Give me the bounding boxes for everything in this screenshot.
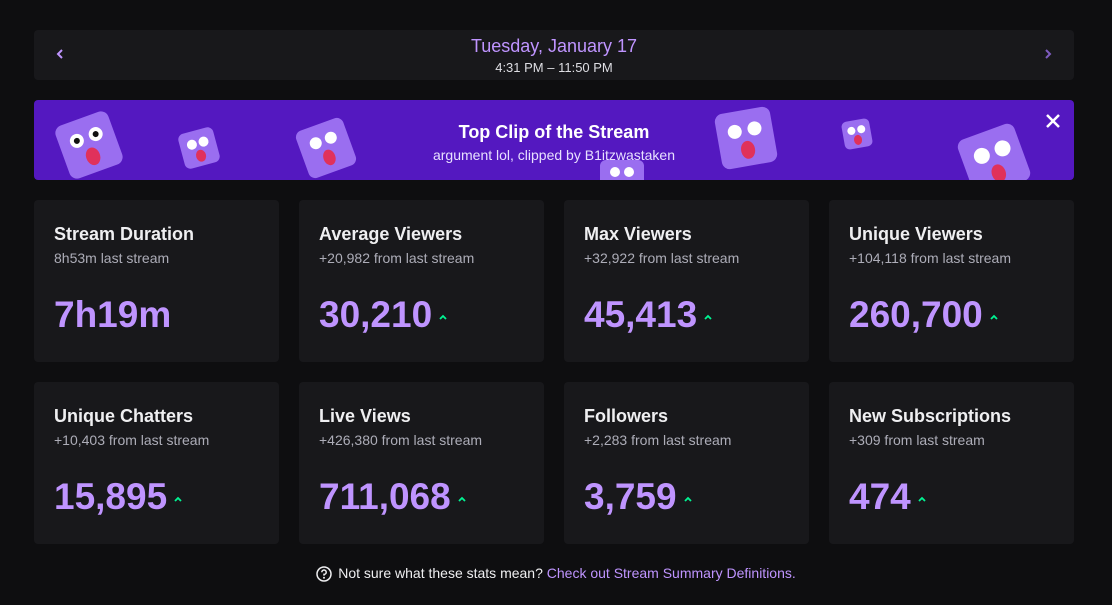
stat-title: Live Views xyxy=(319,406,411,426)
stat-comparison: +32,922 from last stream xyxy=(584,250,740,266)
stat-card: Max Viewers +32,922 from last stream 45,41… xyxy=(564,200,809,362)
stat-comparison: +104,118 from last stream xyxy=(849,250,1011,266)
top-clip-banner[interactable]: Top Clip of the Stream argument lol, cli… xyxy=(34,100,1074,180)
stat-title: Max Viewers xyxy=(584,224,692,244)
trend-arrow xyxy=(704,314,712,320)
stat-value: 45,413 xyxy=(584,294,698,335)
stat-comparison: +2,283 from last stream xyxy=(584,432,732,448)
trend-up-icon xyxy=(990,314,998,320)
stat-card: New Subscriptions +309 from last stream 47… xyxy=(829,382,1074,544)
stat-value-row: 30,210 xyxy=(319,294,448,336)
trend-up-icon xyxy=(918,496,926,502)
stat-comparison: +20,982 from last stream xyxy=(319,250,475,266)
stat-title: New Subscriptions xyxy=(849,406,1012,426)
stat-comparison: +426,380 from last stream xyxy=(319,432,483,448)
banner-subtitle: argument lol, clipped by B1itzwastaken xyxy=(432,147,676,163)
trend-arrow xyxy=(990,314,998,320)
stat-card: Unique Chatters +10,403 from last stream 1… xyxy=(34,382,279,544)
stat-title: Stream Duration xyxy=(54,224,195,244)
stat-value-row: 45,413 xyxy=(584,294,713,336)
trend-arrow xyxy=(439,314,447,320)
stat-card: Stream Duration 8h53m last stream 7h19m xyxy=(34,200,279,362)
stat-value-row: 711,068 xyxy=(319,476,467,518)
trend-arrow xyxy=(458,496,466,502)
stat-value: 15,895 xyxy=(54,476,168,517)
stat-card: Unique Viewers +104,118 from last stream 2… xyxy=(829,200,1074,362)
stat-title: Unique Chatters xyxy=(54,406,194,426)
trend-up-icon xyxy=(458,496,466,502)
stat-value-row: 3,759 xyxy=(584,476,693,518)
stat-value: 3,759 xyxy=(584,476,677,517)
stat-value: 711,068 xyxy=(319,476,451,517)
banner-title: Top Clip of the Stream xyxy=(458,122,650,142)
close-button[interactable] xyxy=(1042,110,1064,132)
help-icon xyxy=(316,566,332,582)
trend-up-icon xyxy=(439,314,447,320)
stat-title: Unique Viewers xyxy=(849,224,983,244)
stat-value-row: 260,700 xyxy=(849,294,999,336)
definitions-link[interactable]: Check out Stream Summary Definitions. xyxy=(546,565,796,581)
stat-title: Followers xyxy=(584,406,669,426)
stat-card: Average Viewers +20,982 from last stream 3… xyxy=(299,200,544,362)
next-button[interactable] xyxy=(1040,46,1056,62)
help-question: Not sure what these stats mean? xyxy=(338,565,543,581)
stat-comparison: +10,403 from last stream xyxy=(54,432,210,448)
stat-value-row: 15,895 xyxy=(54,476,183,518)
stat-value-row: 474 xyxy=(849,476,927,518)
stat-value-row: 7h19m xyxy=(54,294,171,336)
stat-card: Live Views +426,380 from last stream 711,0… xyxy=(299,382,544,544)
stat-value: 7h19m xyxy=(54,294,172,335)
previous-button[interactable] xyxy=(52,46,68,62)
stat-card: Followers +2,283 from last stream 3,759 xyxy=(564,382,809,544)
stat-value: 260,700 xyxy=(849,294,983,335)
stat-value: 30,210 xyxy=(319,294,433,335)
trend-up-icon xyxy=(174,496,182,502)
stream-date: Tuesday, January 17 xyxy=(470,36,638,56)
trend-arrow xyxy=(683,496,692,502)
stat-comparison: +309 from last stream xyxy=(849,432,985,448)
trend-up-icon xyxy=(683,496,692,502)
date-bar: Tuesday, January 17 4:31 PM – 11:50 PM xyxy=(34,30,1074,80)
banner-decoration xyxy=(55,106,1031,180)
time-range: 4:31 PM – 11:50 PM xyxy=(495,60,613,75)
stat-title: Average Viewers xyxy=(319,224,463,244)
stat-value: 474 xyxy=(849,476,911,517)
trend-up-icon xyxy=(704,314,712,320)
trend-arrow xyxy=(918,496,926,502)
trend-arrow xyxy=(174,496,182,502)
footer: Not sure what these stats mean? Check ou… xyxy=(0,565,1112,582)
stat-comparison: 8h53m last stream xyxy=(54,250,170,266)
